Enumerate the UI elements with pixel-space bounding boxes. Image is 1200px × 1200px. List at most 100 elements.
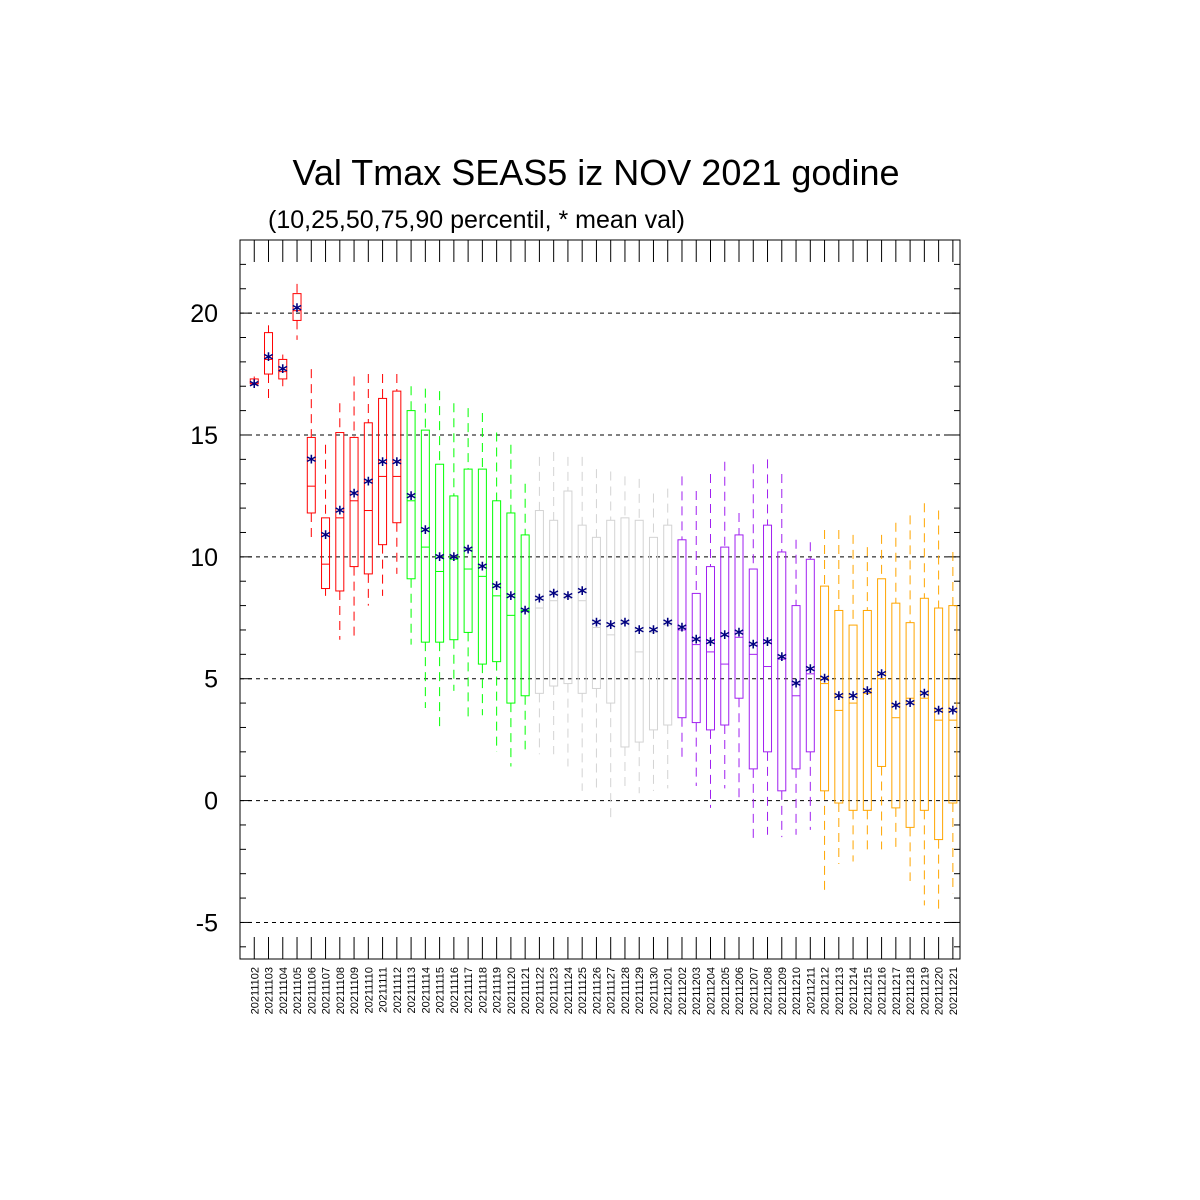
mean-marker: *: [577, 583, 587, 605]
mean-marker: *: [791, 676, 801, 698]
mean-marker: *: [335, 503, 345, 525]
iqr-box: [264, 332, 274, 375]
iqr-box: [805, 558, 815, 753]
x-tick-label: 20211126: [591, 967, 603, 1014]
mean-marker: *: [948, 702, 958, 724]
y-tick-label: -5: [196, 909, 218, 937]
x-tick-label: 20211114: [420, 967, 432, 1014]
iqr-box: [763, 524, 773, 753]
x-tick-label: 20211119: [492, 967, 504, 1014]
mean-marker: *: [763, 634, 773, 656]
y-tick-label: 15: [190, 422, 218, 450]
x-tick-label: 20211207: [748, 967, 760, 1015]
mean-marker: *: [264, 349, 274, 371]
box-20211122: [534, 456, 544, 755]
x-tick-label: 20211124: [563, 967, 575, 1014]
box-20211219: [919, 503, 929, 906]
x-tick-label: 20211216: [877, 967, 889, 1015]
box-20211204: [705, 473, 715, 808]
box-20211206: [734, 512, 744, 801]
x-tick-label: 20211208: [763, 967, 775, 1015]
x-tick-label: 20211214: [848, 967, 860, 1015]
x-tick-label: 20211210: [791, 967, 803, 1015]
x-tick-label: 20211201: [663, 967, 675, 1015]
x-tick-label: 20211217: [891, 967, 903, 1015]
box-20211103: [264, 325, 274, 401]
mean-marker: *: [534, 590, 544, 612]
iqr-box: [720, 546, 730, 726]
mean-marker: *: [748, 637, 758, 659]
mean-marker: *: [934, 702, 944, 724]
box-20211208: [763, 459, 773, 835]
iqr-box: [378, 397, 388, 546]
iqr-box: [705, 566, 715, 731]
x-tick-label: 20211129: [634, 967, 646, 1014]
x-tick-label: 20211202: [677, 967, 689, 1015]
iqr-box: [791, 605, 801, 770]
box-20211114: [420, 388, 430, 708]
mean-marker: *: [648, 622, 658, 644]
x-tick-label: 20211118: [477, 967, 489, 1014]
box-20211121: [520, 483, 530, 750]
x-tick-label: 20211218: [905, 967, 917, 1015]
y-tick-label: 10: [190, 544, 218, 572]
x-tick-label: 20211211: [805, 967, 817, 1014]
iqr-box: [620, 517, 630, 748]
mean-marker: *: [378, 454, 388, 476]
mean-marker: *: [392, 454, 402, 476]
mean-marker: *: [306, 451, 316, 473]
x-tick-label: 20211130: [648, 967, 660, 1014]
box-20211115: [435, 391, 445, 730]
box-20211117: [463, 408, 473, 721]
iqr-box: [363, 422, 373, 575]
x-tick-label: 20211105: [292, 967, 304, 1014]
box-20211110: [363, 374, 373, 606]
box-20211220: [934, 510, 944, 911]
box-20211125: [577, 456, 587, 791]
mean-marker: *: [321, 527, 331, 549]
box-20211128: [620, 476, 630, 789]
chart-subtitle: (10,25,50,75,90 percentil, * mean val): [268, 206, 685, 234]
box-20211218: [905, 515, 915, 882]
mean-marker: *: [278, 361, 288, 383]
iqr-box: [948, 605, 958, 804]
box-20211205: [720, 461, 730, 789]
x-tick-label: 20211203: [691, 967, 703, 1015]
x-tick-label: 20211103: [264, 967, 276, 1014]
mean-marker: *: [606, 617, 616, 639]
iqr-box: [534, 510, 544, 694]
box-20211106: [306, 369, 316, 538]
iqr-box: [891, 602, 901, 809]
x-tick-label: 20211127: [606, 967, 618, 1014]
iqr-box: [905, 622, 915, 828]
x-tick-label: 20211128: [620, 967, 632, 1014]
box-20211104: [278, 354, 288, 387]
iqr-box: [463, 468, 473, 633]
iqr-box: [449, 495, 459, 641]
x-tick-label: 20211104: [278, 967, 290, 1014]
x-tick-label: 20211125: [577, 967, 589, 1014]
iqr-box: [420, 429, 430, 643]
box-20211212: [820, 530, 830, 891]
box-20211119: [492, 432, 502, 752]
iqr-box: [563, 490, 573, 685]
y-tick-label: 5: [204, 666, 218, 694]
mean-marker: *: [591, 615, 601, 637]
mean-marker: *: [563, 588, 573, 610]
box-20211118: [477, 413, 487, 716]
x-tick-label: 20211221: [948, 967, 960, 1015]
mean-marker: *: [862, 683, 872, 705]
x-tick-label: 20211121: [520, 967, 532, 1014]
mean-marker: *: [292, 300, 302, 322]
x-tick-label: 20211109: [349, 967, 361, 1014]
mean-marker: *: [848, 688, 858, 710]
box-20211111: [378, 374, 388, 596]
x-tick-label: 20211108: [335, 967, 347, 1014]
iqr-box: [677, 539, 687, 719]
mean-marker: *: [777, 649, 787, 671]
box-20211215: [862, 547, 872, 850]
x-tick-label: 20211102: [249, 967, 261, 1014]
iqr-box: [292, 293, 302, 321]
box-20211120: [506, 444, 516, 767]
